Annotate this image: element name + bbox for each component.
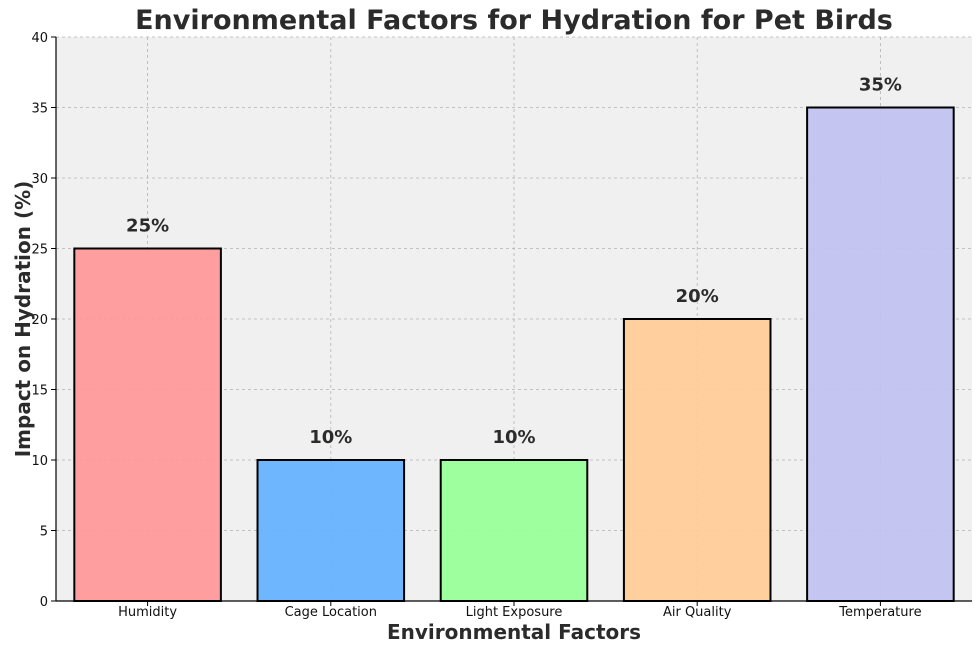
- x-tick-label: Humidity: [118, 605, 177, 620]
- data-label: 35%: [859, 75, 902, 96]
- y-tick-label: 35: [31, 102, 48, 117]
- x-tick-label: Cage Location: [285, 605, 377, 620]
- data-label: 10%: [492, 427, 535, 448]
- y-tick-label: 20: [31, 313, 48, 328]
- data-label: 20%: [676, 286, 719, 307]
- y-tick-label: 5: [40, 525, 48, 540]
- x-axis-label: Environmental Factors: [387, 620, 641, 644]
- bar-light-exposure: [439, 459, 589, 602]
- bars: [73, 106, 955, 602]
- y-tick-label: 25: [31, 243, 48, 258]
- x-tick-label: Light Exposure: [466, 605, 563, 620]
- x-tick-label: Temperature: [838, 605, 921, 620]
- y-tick-label: 15: [31, 384, 48, 399]
- tick-labels: 0 5 10 15 20 25 30 35 40 Humidity Cage Location Lig…: [31, 31, 921, 620]
- y-axis-label: Impact on Hydration (%): [11, 181, 35, 458]
- data-labels: 25% 10% 10% 20% 35%: [126, 75, 902, 449]
- bar-humidity: [73, 247, 222, 602]
- data-label: 25%: [126, 216, 169, 237]
- chart-title: Environmental Factors for Hydration for …: [135, 5, 893, 36]
- x-tick-label: Air Quality: [663, 605, 732, 620]
- bar-cage-location: [256, 459, 406, 602]
- y-tick-label: 30: [31, 172, 48, 187]
- y-tick-label: 40: [31, 31, 48, 46]
- y-tick-label: 10: [31, 454, 48, 469]
- bar-temperature: [806, 106, 955, 602]
- axes: [51, 36, 972, 606]
- bar-air-quality: [622, 318, 772, 602]
- data-label: 10%: [309, 427, 352, 448]
- y-tick-label: 0: [40, 595, 48, 610]
